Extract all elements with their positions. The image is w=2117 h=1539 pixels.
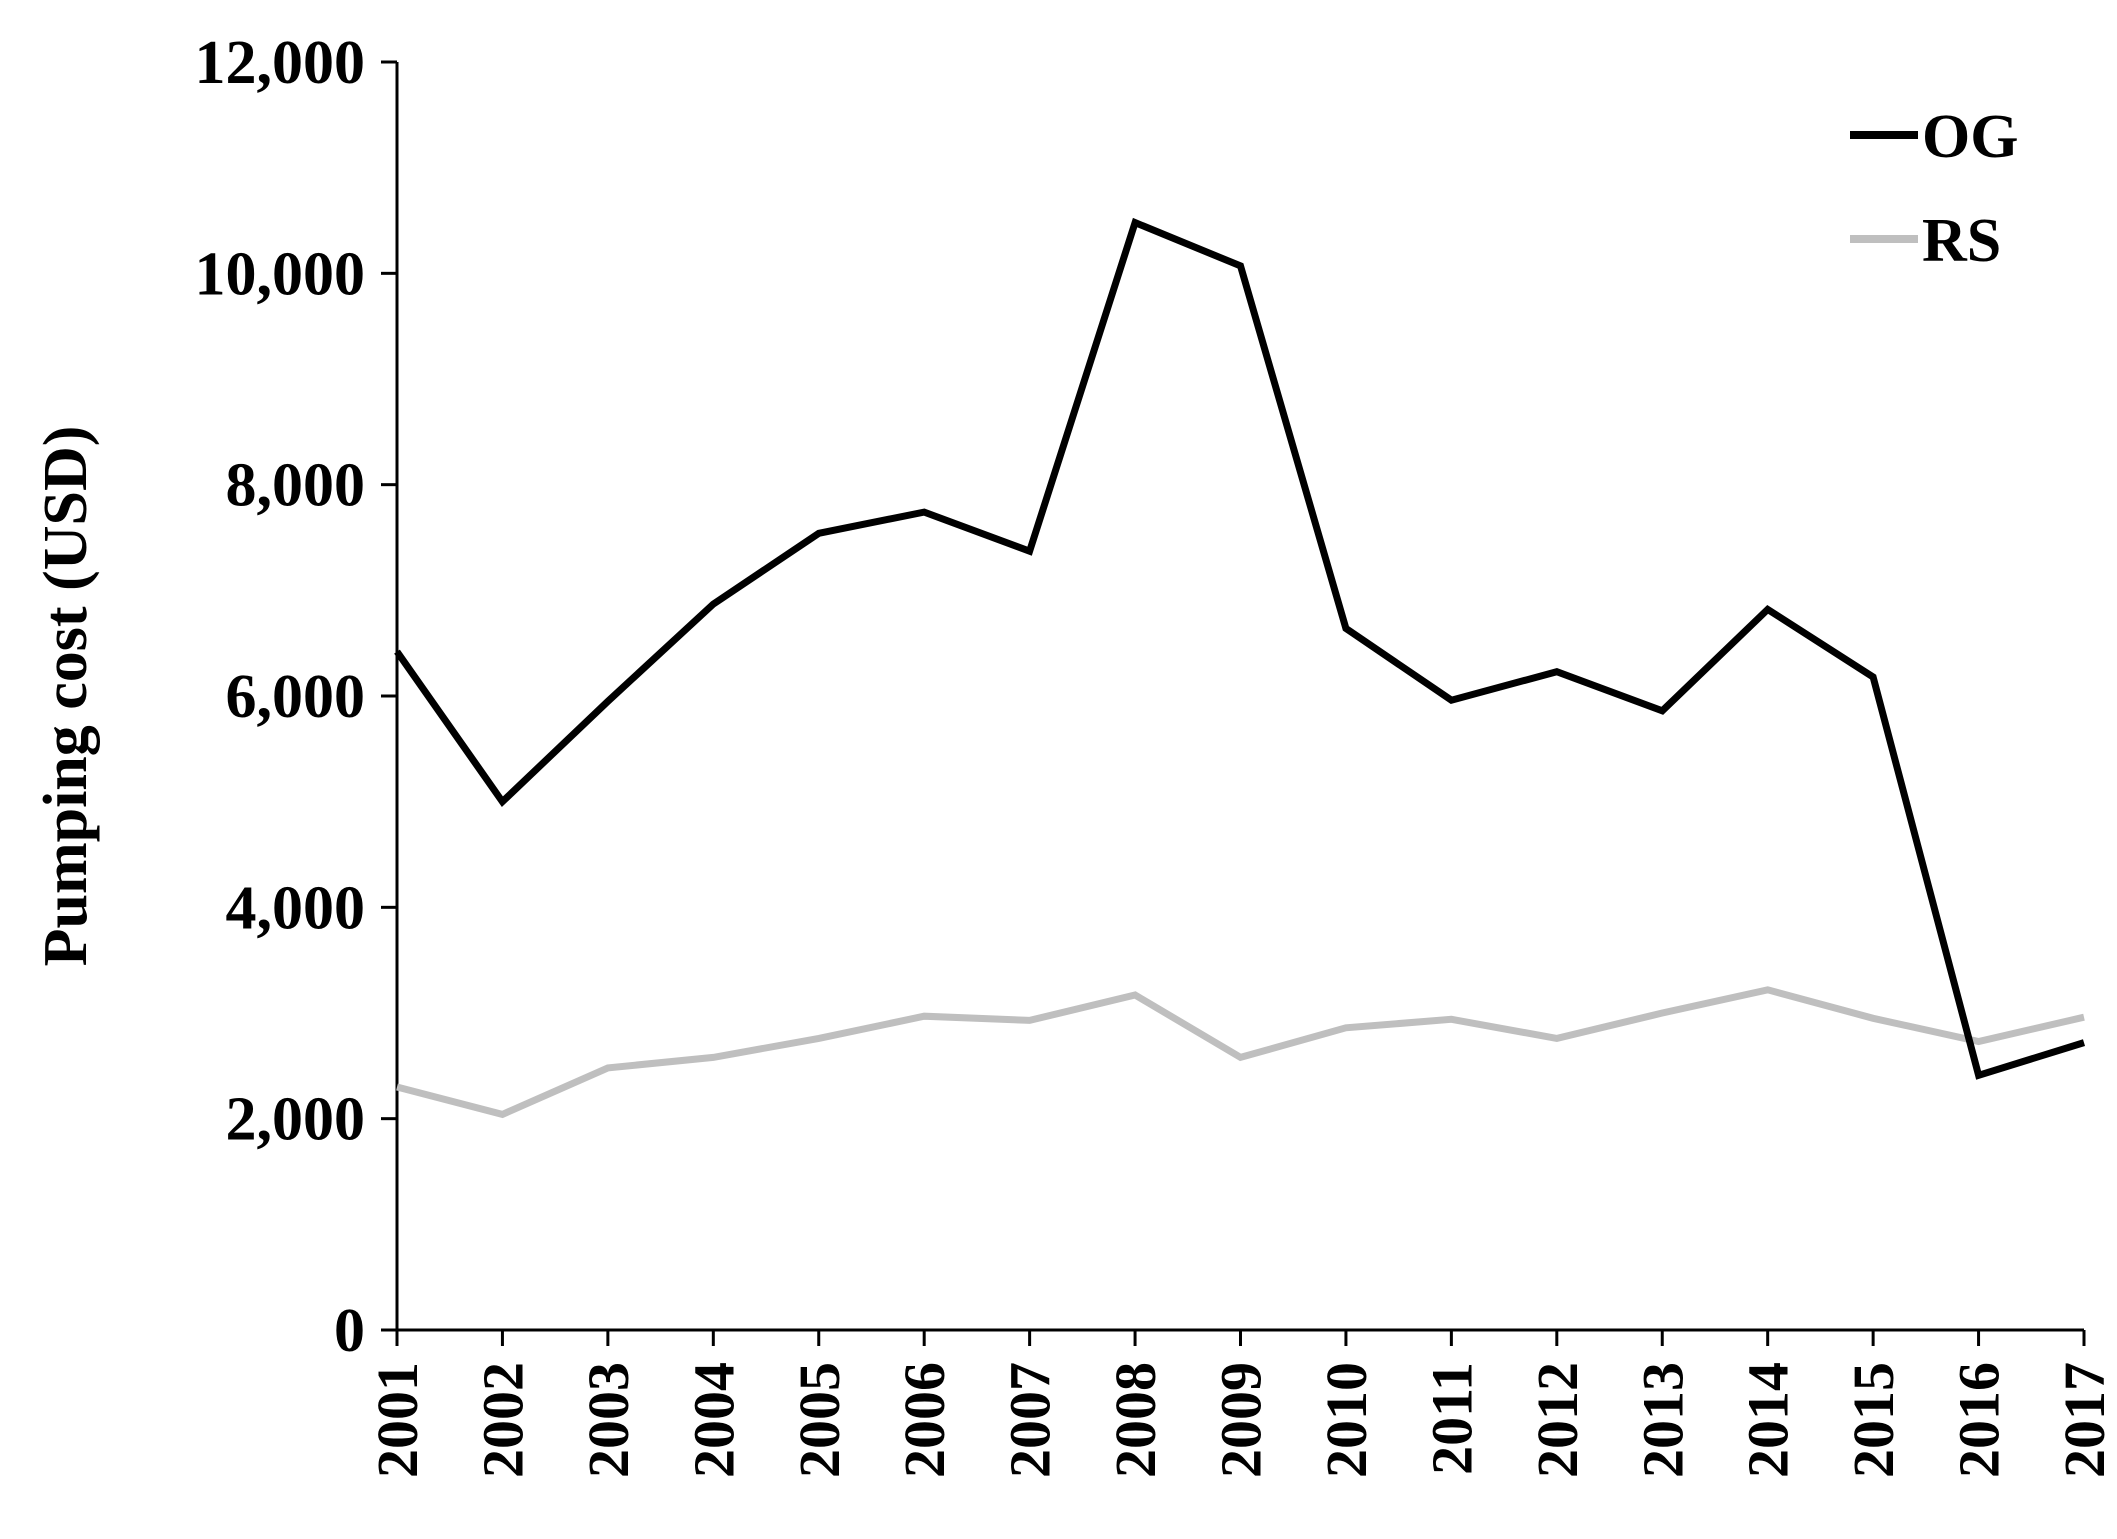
axes (395, 62, 2084, 1332)
x-tick-label: 2007 (998, 1362, 1063, 1478)
legend-label-og: OG (1922, 103, 2018, 171)
x-tick-label: 2009 (1209, 1362, 1274, 1478)
y-tick-label: 10,000 (195, 240, 366, 308)
x-tick-label: 2004 (681, 1362, 746, 1478)
x-ticks: 2001 2002 2003 2004 2005 2006 2007 2008 2009 2010… (365, 1330, 2117, 1478)
x-tick-label: 2012 (1525, 1362, 1590, 1478)
series-lines (394, 217, 2086, 1119)
x-tick-label: 2014 (1736, 1362, 1801, 1478)
legend: OG RS (1850, 103, 2018, 275)
x-tick-label: 2017 (2052, 1362, 2117, 1478)
x-tick-label: 2003 (576, 1362, 641, 1478)
x-tick-label: 2013 (1630, 1362, 1695, 1478)
x-tick-label: 2005 (787, 1362, 852, 1478)
series-line-rs (396, 986, 2085, 1119)
y-tick-label: 4,000 (226, 874, 366, 942)
x-tick-label: 2002 (470, 1362, 535, 1478)
y-tick-label: 12,000 (195, 29, 366, 97)
x-tick-label: 2010 (1314, 1362, 1379, 1478)
x-tick-label: 2001 (365, 1362, 430, 1478)
x-tick-label: 2006 (892, 1362, 957, 1478)
x-tick-label: 2015 (1841, 1362, 1906, 1478)
y-tick-label: 6,000 (226, 663, 366, 731)
x-tick-label: 2011 (1419, 1362, 1484, 1475)
x-tick-label: 2016 (1947, 1362, 2012, 1478)
x-tick-label: 2008 (1103, 1362, 1168, 1478)
y-axis-label: Pumping cost (USD) (32, 426, 100, 967)
y-tick-label: 2,000 (226, 1086, 366, 1154)
legend-label-rs: RS (1922, 207, 2001, 275)
y-tick-label: 8,000 (226, 452, 366, 520)
y-ticks: 0 2,000 4,000 6,000 8,000 10,000 12,000 (195, 29, 397, 1365)
series-line-og (394, 217, 2086, 1080)
y-tick-label: 0 (334, 1297, 365, 1365)
